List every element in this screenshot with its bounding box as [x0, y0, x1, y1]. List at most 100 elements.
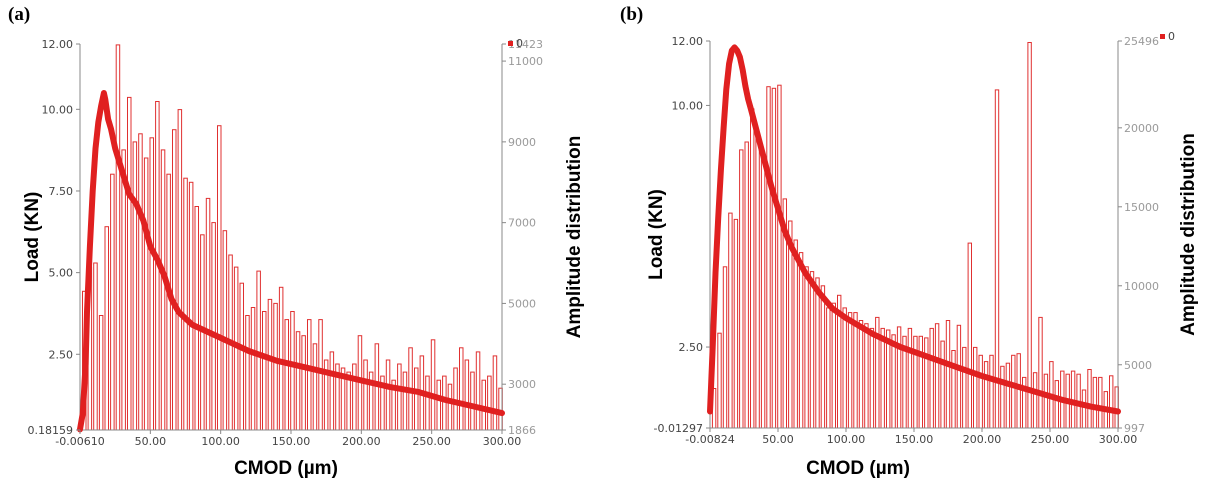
amplitude-bar-b: [804, 266, 809, 429]
amplitude-bar-a: [295, 331, 301, 431]
amplitude-bar-a: [143, 157, 149, 431]
amplitude-bar-b: [1054, 380, 1059, 429]
x-tick-label-a: 50.00: [135, 435, 167, 448]
amplitude-bar-a: [307, 319, 312, 431]
amplitude-bar-a: [301, 335, 306, 431]
amplitude-bar-a: [256, 270, 261, 431]
amplitude-bar-b: [869, 327, 875, 429]
y2-tick-label-a: 11000: [508, 55, 543, 68]
amplitude-bar-a: [205, 197, 211, 431]
x-tick-label-b: -0.00824: [685, 433, 734, 446]
amplitude-bar-a: [183, 177, 188, 431]
amplitude-bar-a: [430, 339, 436, 431]
y-tick-label-b: 10.00: [672, 99, 704, 112]
amplitude-bar-a: [312, 343, 318, 431]
amplitude-bar-a: [121, 149, 126, 431]
amplitude-bar-a: [267, 298, 273, 431]
amplitude-bar-a: [492, 355, 498, 431]
load-curve-b: [707, 44, 1121, 415]
amplitude-bar-b: [967, 242, 972, 429]
legend-label-b: 0: [1168, 30, 1175, 43]
amplitude-bar-a: [459, 347, 464, 431]
amplitude-bar-b: [771, 87, 777, 429]
amplitude-bar-b: [918, 335, 923, 429]
y2-tick-label-a: 1866: [508, 424, 536, 437]
amplitude-bar-a: [425, 375, 430, 431]
legend-swatch-a: [508, 41, 513, 46]
amplitude-bar-a: [329, 351, 335, 431]
amplitude-bar-b: [907, 327, 913, 429]
amplitude-bar-a: [98, 315, 104, 431]
amplitude-bar-a: [194, 206, 199, 431]
amplitude-bar-b: [733, 218, 739, 429]
amplitude-bar-b: [815, 277, 820, 429]
amplitude-bar-a: [104, 226, 109, 431]
amplitude-bar-a: [475, 351, 481, 431]
amplitude-bar-b: [847, 312, 853, 429]
amplitude-bar-a: [93, 262, 98, 431]
x-tick-label-b: 300.00: [1099, 433, 1138, 446]
y-tick-label-a: 5.00: [49, 267, 74, 280]
amplitude-bar-b: [1027, 42, 1032, 429]
load-curve-a: [77, 90, 505, 433]
amplitude-bar-b: [973, 346, 978, 429]
amplitude-bar-a: [284, 319, 289, 431]
amplitude-bar-b: [880, 327, 885, 429]
amplitude-bar-a: [290, 311, 295, 431]
amplitude-bar-a: [138, 133, 143, 431]
amplitude-bar-b: [891, 334, 896, 429]
y-axis-title-b: Load (KN): [646, 189, 667, 280]
y2-tick-label-b: 20000: [1124, 122, 1159, 135]
y2-tick-label-a: 3000: [508, 378, 536, 391]
y2-tick-label-a: 5000: [508, 297, 536, 310]
amplitude-bar-b: [777, 84, 782, 429]
amplitude-bar-a: [217, 125, 222, 431]
amplitude-bar-b: [744, 141, 749, 429]
amplitude-bar-b: [717, 332, 722, 429]
amplitude-bar-b: [766, 86, 771, 429]
amplitude-bar-b: [1016, 353, 1021, 429]
amplitude-bar-b: [809, 271, 815, 429]
x-tick-label-a: 150.00: [272, 435, 311, 448]
legend-label-a: 0: [516, 37, 523, 50]
x-tick-label-a: 300.00: [483, 435, 522, 448]
amplitude-bar-a: [442, 375, 447, 431]
y2-tick-label-b: 25496: [1124, 35, 1159, 48]
amplitude-bar-a: [160, 149, 166, 431]
amplitude-bar-b: [1000, 365, 1005, 429]
amplitude-bar-a: [318, 319, 323, 431]
amplitude-bar-a: [188, 181, 194, 431]
x-tick-label-b: 200.00: [963, 433, 1002, 446]
amplitude-bar-a: [414, 367, 419, 431]
x-tick-label-a: 100.00: [201, 435, 240, 448]
amplitude-bar-a: [110, 173, 115, 431]
amplitude-bar-a: [172, 129, 177, 431]
amplitude-bar-b: [929, 327, 934, 429]
amplitude-bar-b: [858, 320, 864, 429]
amplitude-bar-b: [978, 354, 983, 429]
amplitude-bar-b: [983, 361, 989, 429]
y-tick-label-a: 2.50: [49, 348, 74, 361]
amplitude-bar-b: [1098, 376, 1103, 429]
amplitude-bar-a: [132, 141, 138, 431]
x-tick-label-b: 250.00: [1031, 433, 1070, 446]
amplitude-bar-b: [798, 252, 804, 429]
panel-label-a: (a): [8, 4, 31, 25]
amplitude-bar-b: [755, 133, 760, 429]
y2-tick-label-a: 11423: [508, 38, 543, 51]
amplitude-bar-b: [831, 302, 836, 429]
amplitude-bar-a: [222, 230, 228, 431]
amplitude-bar-a: [177, 109, 183, 431]
y2-tick-label-a: 7000: [508, 217, 536, 230]
amplitude-bar-b: [924, 337, 929, 429]
y2-axis-title-a: Amplitude distribution: [564, 136, 585, 339]
amplitude-bar-a: [239, 282, 244, 431]
x-tick-label-a: 250.00: [412, 435, 451, 448]
amplitude-bar-b: [945, 320, 951, 429]
y2-tick-label-b: 997: [1124, 422, 1145, 435]
amplitude-bar-a: [436, 379, 441, 431]
x-tick-label-a: 200.00: [342, 435, 381, 448]
amplitude-bar-b: [1005, 362, 1011, 429]
amplitude-bar-b: [1022, 376, 1027, 429]
